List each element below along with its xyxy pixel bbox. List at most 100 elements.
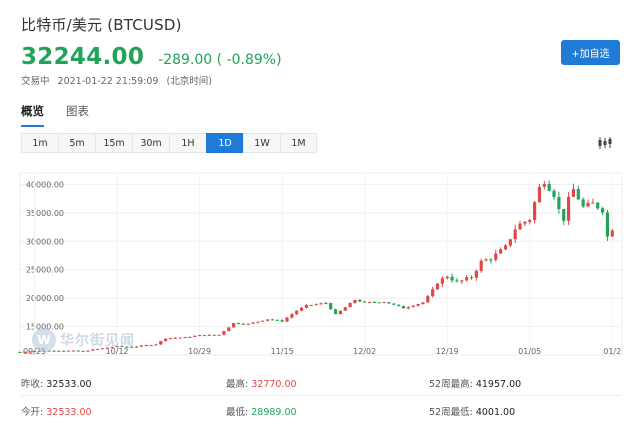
candle-body: [314, 304, 318, 306]
candle-body: [309, 304, 313, 306]
stat-open: 今开: 32533.00: [21, 407, 92, 418]
period-1w[interactable]: 1W: [243, 133, 280, 153]
x-tick-label: 10/12: [106, 347, 129, 356]
candle-body: [280, 320, 284, 322]
candle-body: [130, 346, 134, 348]
candle-body: [435, 283, 440, 290]
candle-body: [581, 199, 585, 207]
candle-body: [236, 323, 241, 325]
x-tick-label: 10/29: [188, 347, 211, 356]
y-tick-label: 20000.00: [26, 294, 64, 303]
candle-body: [202, 335, 207, 337]
candle-body: [460, 280, 464, 282]
candle-body: [406, 307, 410, 309]
candle-body: [266, 319, 270, 321]
candle-body: [465, 277, 469, 281]
candle-body: [333, 309, 338, 315]
candle-body: [47, 350, 51, 352]
x-tick-label: 12/02: [353, 347, 376, 356]
candle-body: [139, 345, 143, 347]
candle-body: [479, 260, 483, 271]
price-chart[interactable]: 40000.00 35000.00 30000.00 25000.00 20000.00…: [0, 165, 640, 365]
candle-body: [149, 345, 153, 347]
trading-status-line: 交易中 2021-01-22 21:59:09 (北京时间): [21, 73, 217, 87]
candle-body: [295, 310, 299, 315]
candle-body: [338, 310, 343, 315]
candle-body: [494, 253, 498, 260]
watermark-text: 华尔街见闻: [60, 333, 135, 349]
candle-body: [596, 202, 600, 209]
candle-body: [134, 346, 139, 348]
candle-body: [474, 270, 478, 278]
candlestick-chart-icon[interactable]: [597, 135, 613, 149]
candle-body: [547, 184, 551, 191]
trading-status: 交易中: [21, 76, 50, 87]
tab-chart[interactable]: 图表: [66, 104, 89, 118]
period-selector: 1m 5m 15m 30m 1H 1D 1W 1M: [21, 133, 317, 153]
candle-body: [576, 189, 580, 200]
candle-body: [212, 334, 216, 336]
candle-body: [353, 299, 357, 303]
candle-body: [304, 304, 309, 308]
candle-body: [261, 320, 265, 322]
candle-body: [66, 350, 71, 352]
period-1h[interactable]: 1H: [169, 133, 206, 153]
candle-body: [411, 305, 415, 308]
candle-body: [299, 307, 304, 311]
stats-row: 今开: 32533.00 最低: 28989.00 52周最低: 4001.00: [21, 398, 621, 424]
candle-body: [431, 289, 435, 297]
y-tick-label: 25000.00: [26, 266, 64, 275]
watermark: W 华尔街见闻: [32, 328, 135, 352]
candle-body: [105, 347, 109, 349]
candle-body: [23, 351, 27, 353]
instrument-title: 比特币/美元 (BTCUSD): [21, 16, 182, 34]
candle-body: [499, 249, 503, 254]
period-15m[interactable]: 15m: [95, 133, 132, 153]
candle-body: [537, 186, 542, 203]
candle-body: [513, 229, 517, 240]
period-1d[interactable]: 1D: [206, 133, 243, 153]
period-1m[interactable]: 1m: [21, 133, 58, 153]
candle-body: [154, 344, 158, 346]
candle-body: [32, 351, 37, 353]
candle-body: [343, 307, 347, 311]
candle-body: [164, 338, 168, 342]
candle-body: [377, 302, 381, 304]
candle-body: [600, 208, 605, 213]
period-30m[interactable]: 30m: [132, 133, 169, 153]
candle-body: [557, 197, 561, 210]
candle-body: [445, 276, 449, 279]
candle-body: [198, 335, 202, 337]
candle-body: [591, 202, 595, 204]
candle-body: [227, 327, 231, 332]
candle-body: [518, 223, 522, 230]
candle-body: [397, 304, 401, 307]
candle-body: [144, 345, 148, 347]
add-to-watchlist-button[interactable]: +加自选: [561, 40, 620, 65]
candle-body: [173, 337, 177, 339]
candle-body: [120, 346, 124, 348]
period-1mo[interactable]: 1M: [280, 133, 317, 153]
candle-body: [421, 302, 425, 304]
candle-body: [246, 323, 250, 325]
candle-body: [193, 335, 197, 337]
candle-body: [348, 302, 352, 308]
candle-body: [52, 350, 56, 352]
candle-body: [542, 184, 546, 187]
candle-body: [508, 239, 512, 246]
candle-body: [110, 347, 114, 349]
x-tick-label: 12/19: [436, 347, 459, 356]
candle-body: [358, 299, 362, 302]
stat-prev-close: 昨收: 32533.00: [21, 379, 92, 390]
candle-body: [100, 348, 105, 350]
candle-body: [382, 302, 386, 304]
candle-body: [523, 221, 527, 224]
period-5m[interactable]: 5m: [58, 133, 95, 153]
x-tick-label: 11/15: [271, 347, 294, 356]
candle-body: [91, 349, 95, 351]
candle-body: [18, 351, 22, 353]
tab-overview[interactable]: 概览: [21, 103, 44, 127]
candle-body: [329, 303, 333, 310]
stat-52w-high: 52周最高: 41957.00: [429, 379, 522, 390]
view-tabs: 概览 图表: [21, 103, 111, 127]
